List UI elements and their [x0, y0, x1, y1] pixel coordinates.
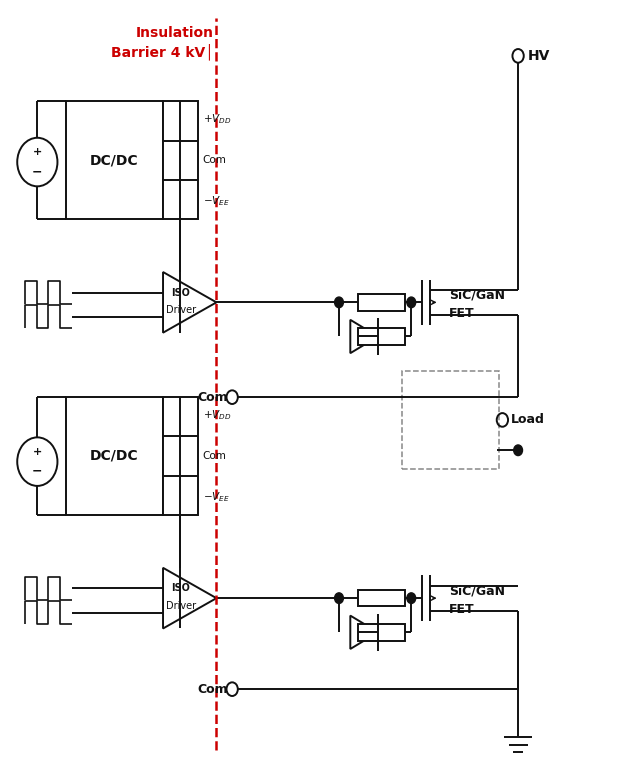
- Text: Load: Load: [510, 413, 545, 426]
- Text: −: −: [32, 166, 42, 179]
- Bar: [358, 590, 405, 607]
- Text: $-V_{EE}$: $-V_{EE}$: [203, 490, 230, 504]
- Text: Com: Com: [198, 390, 228, 403]
- Text: HV: HV: [527, 49, 550, 63]
- Bar: [66, 397, 163, 515]
- Text: $+V_{DD}$: $+V_{DD}$: [203, 112, 231, 126]
- Bar: [358, 294, 405, 311]
- Circle shape: [407, 297, 416, 308]
- Circle shape: [335, 593, 344, 604]
- Circle shape: [407, 593, 416, 604]
- Text: FET: FET: [449, 307, 475, 320]
- Bar: [163, 397, 198, 515]
- Text: $-V_{EE}$: $-V_{EE}$: [203, 194, 230, 209]
- Text: SiC/GaN: SiC/GaN: [449, 288, 505, 301]
- Text: Com: Com: [203, 155, 226, 165]
- Text: ISO: ISO: [171, 583, 190, 594]
- Text: DC/DC: DC/DC: [90, 153, 139, 167]
- Bar: [402, 371, 499, 469]
- Text: +: +: [33, 147, 42, 157]
- Text: Com: Com: [203, 451, 226, 461]
- Circle shape: [514, 445, 522, 455]
- Text: FET: FET: [449, 603, 475, 616]
- Text: $+V_{DD}$: $+V_{DD}$: [203, 408, 231, 422]
- Text: Driver: Driver: [165, 305, 196, 315]
- Text: Com: Com: [198, 683, 228, 696]
- Text: SiC/GaN: SiC/GaN: [449, 584, 505, 597]
- Bar: [66, 102, 163, 219]
- Bar: [163, 102, 198, 219]
- Text: +: +: [33, 447, 42, 457]
- Text: ISO: ISO: [171, 287, 190, 297]
- Bar: [358, 329, 405, 345]
- Circle shape: [335, 297, 344, 308]
- Text: Driver: Driver: [165, 601, 196, 610]
- Text: Barrier 4 kV│: Barrier 4 kV│: [111, 44, 213, 60]
- Text: −: −: [32, 465, 42, 478]
- Text: DC/DC: DC/DC: [90, 449, 139, 463]
- Text: Insulation: Insulation: [135, 26, 213, 40]
- Bar: [358, 624, 405, 641]
